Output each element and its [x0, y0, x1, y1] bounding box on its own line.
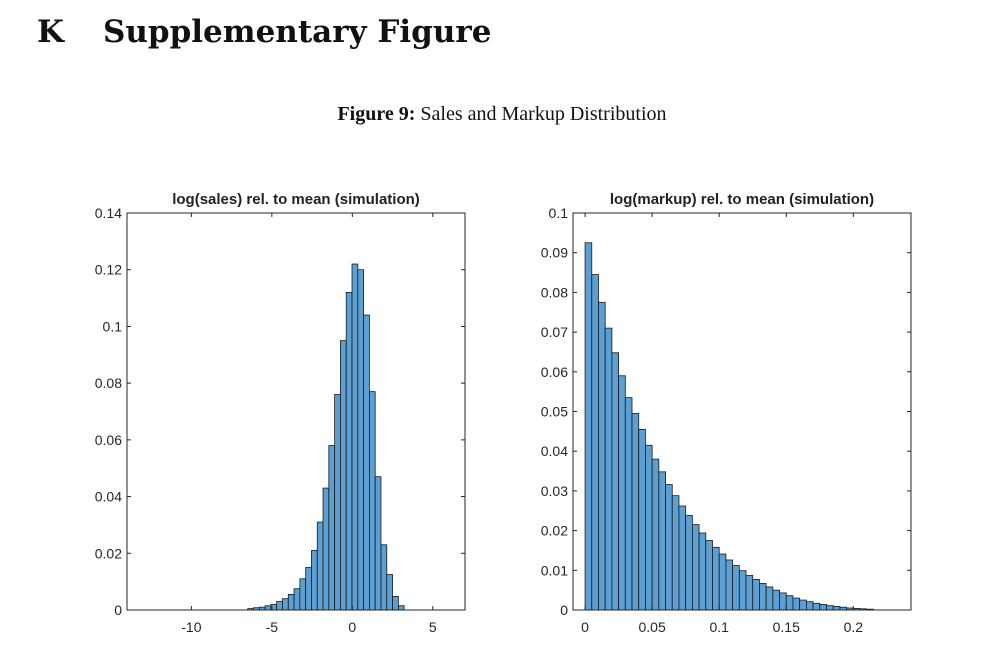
y-tick-label: 0.01 — [541, 562, 568, 578]
y-tick-label: 0.08 — [541, 284, 568, 300]
histogram-bar — [765, 586, 774, 611]
histogram-bar — [658, 471, 666, 611]
histogram-bar — [624, 397, 633, 611]
y-tick-label: 0.02 — [95, 545, 122, 561]
y-tick-label: 0 — [560, 602, 568, 618]
histogram-bar — [712, 546, 720, 611]
histogram-bar — [732, 565, 740, 611]
histogram-bar — [598, 301, 606, 611]
histogram-bar — [618, 375, 626, 611]
histogram-bar — [678, 505, 687, 611]
section-number: K — [37, 14, 64, 50]
y-tick-label: 0.12 — [95, 262, 122, 278]
histogram-bar — [779, 592, 787, 611]
y-tick-label: 0.06 — [541, 364, 568, 380]
histogram-bar — [645, 444, 653, 611]
histogram-bar — [611, 352, 620, 611]
y-tick-label: 0.07 — [541, 324, 568, 340]
section-title: Supplementary Figure — [103, 14, 492, 50]
histogram-bar — [812, 602, 821, 611]
y-tick-label: 0.04 — [541, 443, 568, 459]
chart-title: log(markup) rel. to mean (simulation) — [610, 191, 874, 208]
section-heading: K Supplementary Figure — [37, 14, 491, 50]
histogram-bar — [752, 579, 760, 611]
axes-frame — [126, 212, 466, 611]
x-tick-label: 5 — [429, 619, 437, 635]
histogram-bar — [691, 524, 700, 611]
y-tick-label: 0.02 — [541, 523, 568, 539]
chart-title: log(sales) rel. to mean (simulation) — [172, 191, 420, 208]
histogram-bar — [826, 605, 834, 611]
histogram-bar — [631, 413, 640, 611]
histogram-bar — [604, 327, 613, 611]
histogram-bar — [745, 575, 754, 611]
y-tick-label: 0 — [114, 602, 122, 618]
y-tick-label: 0.05 — [541, 404, 568, 420]
histogram-bar — [638, 428, 646, 611]
histogram-bar — [738, 570, 747, 611]
histogram-bar — [584, 242, 593, 611]
y-tick-label: 0.09 — [541, 245, 568, 261]
x-tick-label: 0 — [581, 619, 589, 635]
y-tick-label: 0.08 — [95, 375, 122, 391]
histogram-bar — [725, 559, 734, 611]
x-tick-label: -5 — [266, 619, 279, 635]
histogram-bar — [705, 540, 713, 611]
y-tick-label: 0.1 — [549, 205, 569, 221]
y-tick-label: 0.14 — [95, 205, 122, 221]
x-tick-label: 0.05 — [639, 619, 666, 635]
x-tick-label: 0.2 — [844, 619, 864, 635]
y-tick-label: 0.03 — [541, 483, 568, 499]
histogram-bar — [792, 597, 801, 611]
histogram-bar — [772, 589, 780, 611]
figure-label: Figure 9: — [337, 103, 416, 125]
histogram-bar — [698, 532, 707, 611]
histogram-bar — [799, 599, 807, 611]
y-tick-label: 0.1 — [103, 318, 123, 334]
histogram-bar — [665, 484, 673, 611]
histogram-bar — [805, 601, 814, 611]
figure-caption: Figure 9: Sales and Markup Distribution — [0, 103, 990, 126]
figure-caption-text: Sales and Markup Distribution — [420, 103, 667, 125]
y-tick-label: 0.06 — [95, 432, 122, 448]
x-tick-label: 0.1 — [709, 619, 729, 635]
histogram-bar — [832, 606, 841, 611]
histogram-bar — [671, 495, 680, 611]
y-tick-label: 0.04 — [95, 489, 122, 505]
x-tick-label: -10 — [181, 619, 201, 635]
x-tick-label: 0 — [348, 619, 356, 635]
histogram-bar — [718, 553, 727, 611]
histogram-bar — [651, 458, 660, 611]
histogram-bar — [759, 583, 767, 611]
histogram-bar — [685, 515, 693, 611]
histogram-bar — [591, 274, 599, 611]
x-tick-label: 0.15 — [773, 619, 800, 635]
histogram-bar — [785, 595, 794, 611]
histogram-bar — [819, 604, 827, 611]
